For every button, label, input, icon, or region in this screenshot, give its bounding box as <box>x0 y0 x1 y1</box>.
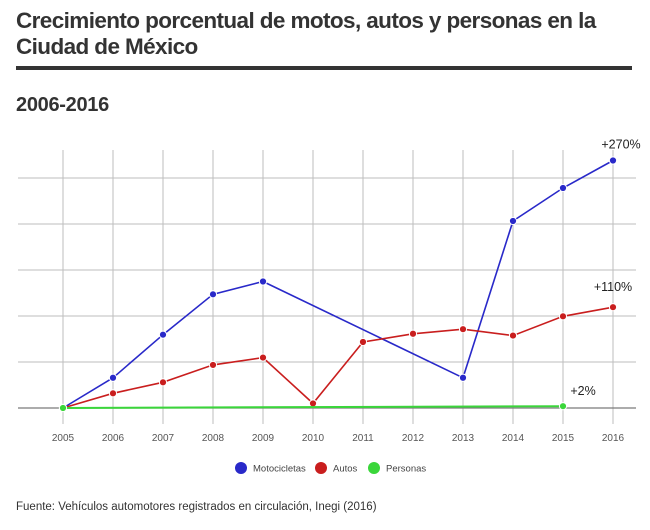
series-line-personas <box>62 405 564 409</box>
data-point-autos <box>558 312 568 321</box>
legend-label-autos: Autos <box>333 464 358 475</box>
x-tick-label: 2007 <box>152 433 175 444</box>
x-tick-label: 2015 <box>552 433 575 444</box>
series-line-motocicletas <box>62 159 614 409</box>
data-point-personas <box>558 402 568 411</box>
legend-label-motocicletas: Motocicletas <box>253 464 306 475</box>
data-point-autos <box>508 331 518 340</box>
x-tick-label: 2009 <box>252 433 275 444</box>
title-divider <box>16 66 632 70</box>
x-tick-label: 2016 <box>602 433 625 444</box>
data-point-motocicletas <box>608 156 618 165</box>
series-line-autos <box>62 306 614 409</box>
data-point-personas <box>58 403 68 413</box>
x-tick-label: 2013 <box>452 433 475 444</box>
x-tick-label: 2011 <box>352 433 374 444</box>
legend-marker-personas <box>368 462 380 474</box>
x-tick-label: 2008 <box>202 433 225 444</box>
x-tick-label: 2006 <box>102 433 125 444</box>
data-point-autos <box>358 337 368 347</box>
data-point-autos <box>308 399 318 408</box>
data-point-autos <box>408 329 418 338</box>
data-point-motocicletas <box>458 373 468 382</box>
x-tick-label: 2012 <box>402 433 425 444</box>
data-point-motocicletas <box>258 277 268 286</box>
data-point-autos <box>158 378 168 387</box>
data-point-motocicletas <box>208 290 218 299</box>
data-point-motocicletas <box>508 216 518 226</box>
legend-marker-motocicletas <box>235 462 247 474</box>
x-tick-label: 2005 <box>52 433 75 444</box>
end-label-autos: +110% <box>594 280 632 294</box>
x-tick-label: 2014 <box>502 433 525 444</box>
chart-title: Crecimiento porcentual de motos, autos y… <box>16 8 596 59</box>
end-label-personas: +2% <box>570 384 595 398</box>
data-point-autos <box>108 389 118 398</box>
data-point-autos <box>608 303 618 312</box>
legend-label-personas: Personas <box>386 464 426 475</box>
data-point-autos <box>258 353 268 362</box>
chart-subtitle: 2006-2016 <box>16 94 109 116</box>
data-point-motocicletas <box>158 330 168 339</box>
x-tick-label: 2010 <box>302 433 325 444</box>
data-point-motocicletas <box>108 373 118 382</box>
data-point-autos <box>208 360 218 370</box>
legend-marker-autos <box>315 462 327 474</box>
data-point-motocicletas <box>558 183 568 193</box>
data-point-autos <box>458 325 468 334</box>
end-label-motocicletas: +270% <box>601 138 640 152</box>
source-note: Fuente: Vehículos automotores registrado… <box>16 501 377 513</box>
